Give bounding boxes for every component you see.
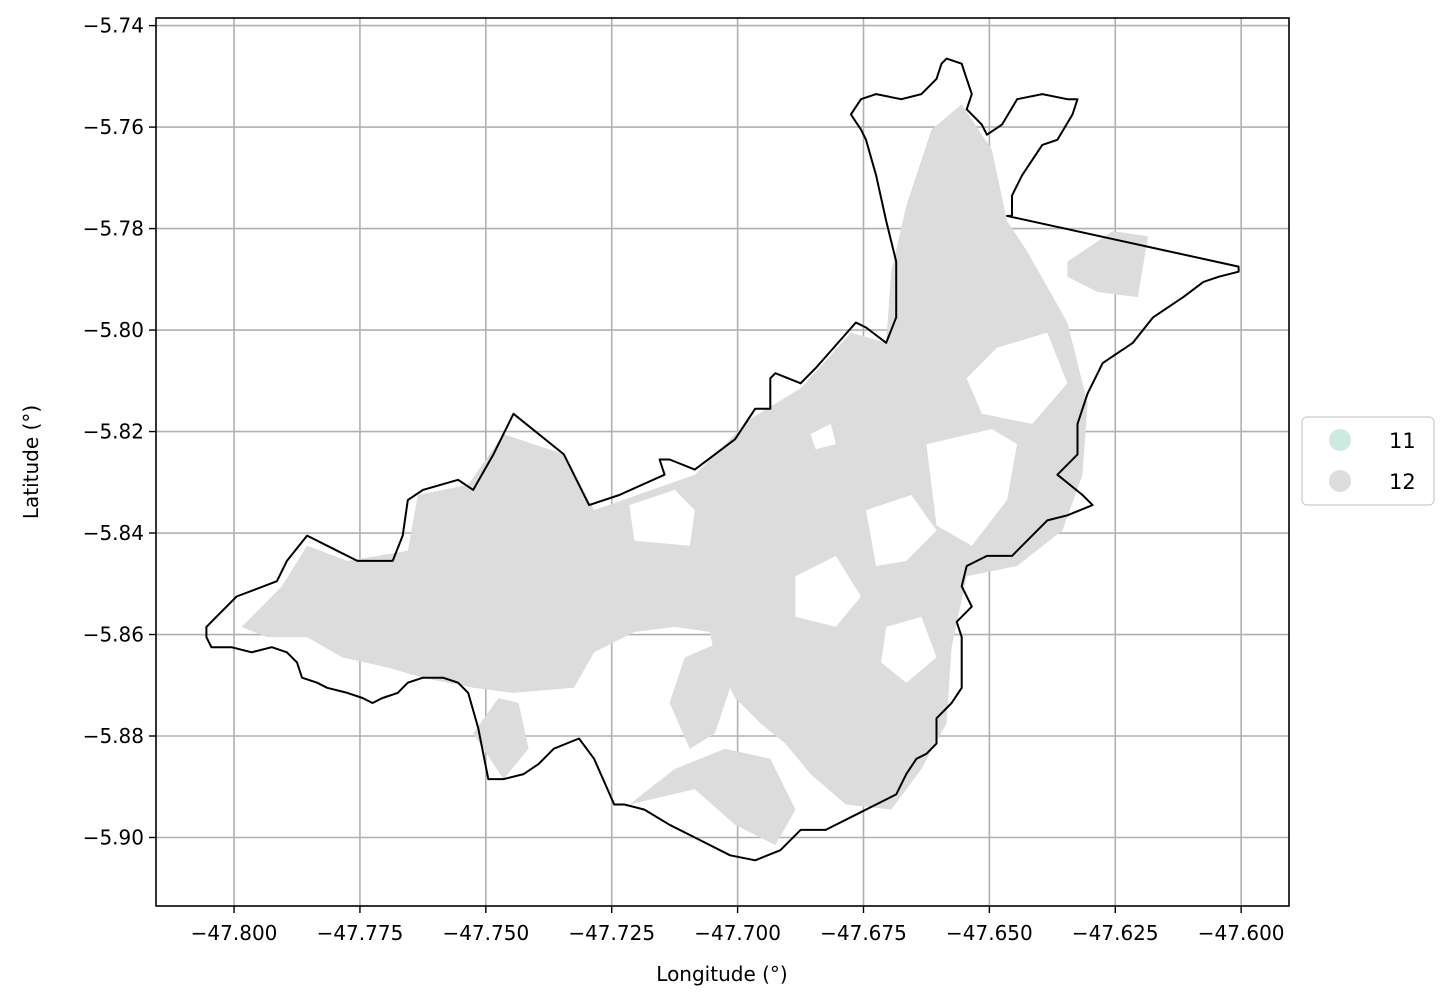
legend-marker <box>1329 470 1351 492</box>
y-tick-label: −5.88 <box>83 724 144 748</box>
x-tick-label: −47.725 <box>568 921 655 945</box>
land-cover-region <box>629 748 796 846</box>
legend-label: 12 <box>1389 470 1416 494</box>
land-cover-region <box>669 642 731 749</box>
x-tick-label: −47.600 <box>1198 921 1285 945</box>
y-axis-ticks: −5.74 −5.76 −5.78 −5.80 −5.82 −5.84 −5.86 −5.88… <box>83 14 156 849</box>
legend-label: 11 <box>1389 429 1416 453</box>
y-axis-title: Latitude (°) <box>19 405 43 519</box>
legend-marker <box>1329 429 1351 451</box>
uncovered-area <box>926 429 1018 546</box>
uncovered-area <box>629 489 695 546</box>
x-tick-label: −47.700 <box>694 921 781 945</box>
plot-frame <box>155 17 1290 907</box>
uncovered-area <box>810 423 836 450</box>
y-tick-label: −5.84 <box>83 521 144 545</box>
x-tick-label: −47.675 <box>820 921 907 945</box>
y-tick-label: −5.82 <box>83 420 144 444</box>
x-axis-title: Longitude (°) <box>656 962 787 986</box>
y-tick-label: −5.76 <box>83 115 144 139</box>
uncovered-area <box>966 332 1068 424</box>
boundary-outline <box>205 57 1240 862</box>
uncovered-area <box>866 495 937 566</box>
x-tick-label: −47.750 <box>442 921 529 945</box>
y-tick-label: −5.74 <box>83 14 144 38</box>
legend: 11 12 <box>1301 416 1435 506</box>
y-tick-label: −5.80 <box>83 318 144 342</box>
land-cover-regions <box>241 104 1148 846</box>
x-axis-ticks: −47.800 −47.775 −47.750 −47.725 −47.700 −47.6… <box>191 906 1285 945</box>
x-tick-label: −47.625 <box>1072 921 1159 945</box>
uncovered-area <box>795 555 861 627</box>
municipality-boundary <box>205 57 1240 862</box>
y-tick-label: −5.78 <box>83 217 144 241</box>
x-tick-label: −47.650 <box>946 921 1033 945</box>
x-tick-label: −47.775 <box>317 921 404 945</box>
land-cover-region <box>473 698 529 780</box>
y-tick-label: −5.86 <box>83 623 144 647</box>
land-cover-region <box>1067 231 1148 298</box>
land-cover-region <box>241 104 1088 810</box>
x-tick-label: −47.800 <box>191 921 278 945</box>
uncovered-area <box>881 616 937 683</box>
y-tick-label: −5.90 <box>83 825 144 849</box>
